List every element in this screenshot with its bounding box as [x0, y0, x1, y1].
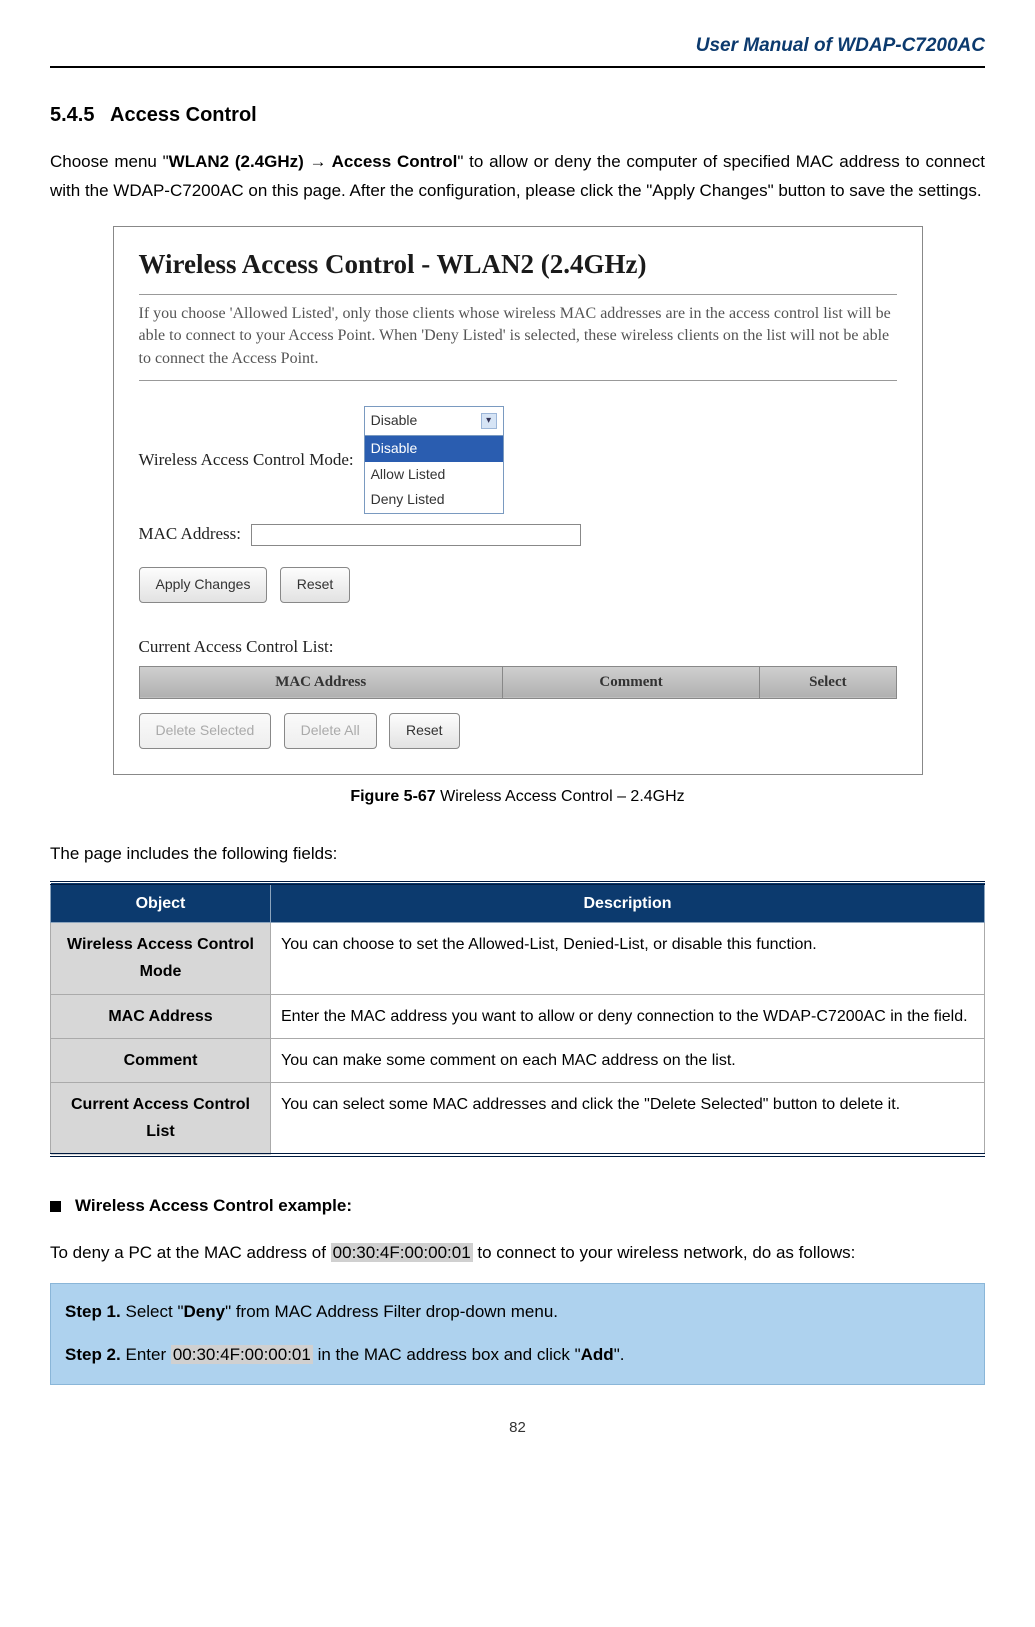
example-post: to connect to your wireless network, do … [473, 1243, 856, 1262]
select-current[interactable]: Disable ▾ [365, 407, 503, 436]
page-number: 82 [50, 1415, 985, 1441]
step1-bold: Deny [184, 1302, 226, 1321]
table-row: Current Access Control List You can sele… [51, 1083, 985, 1156]
table-row: Comment You can make some comment on eac… [51, 1038, 985, 1082]
page-header: User Manual of WDAP-C7200AC [50, 30, 985, 68]
acl-col-mac: MAC Address [139, 666, 502, 699]
example-line: To deny a PC at the MAC address of 00:30… [50, 1239, 985, 1268]
step1-pre: Select " [125, 1302, 183, 1321]
chevron-down-icon[interactable]: ▾ [481, 413, 497, 429]
step2-label: Step 2. [65, 1345, 121, 1364]
mode-select[interactable]: Disable ▾ Disable Allow Listed Deny List… [364, 406, 504, 514]
step-2: Step 2. Enter 00:30:4F:00:00:01 in the M… [65, 1341, 970, 1370]
obj-cell: Current Access Control List [51, 1083, 271, 1156]
obj-cell: Wireless Access Control Mode [51, 923, 271, 994]
step2-post: ". [614, 1345, 625, 1364]
screenshot-panel: Wireless Access Control - WLAN2 (2.4GHz)… [113, 226, 923, 775]
table-row: MAC Address Enter the MAC address you wa… [51, 994, 985, 1038]
example-mac: 00:30:4F:00:00:01 [331, 1243, 473, 1262]
desc-cell: You can select some MAC addresses and cl… [271, 1083, 985, 1156]
reset-button-2[interactable]: Reset [389, 713, 460, 749]
mac-input[interactable] [251, 524, 581, 546]
select-current-text: Disable [371, 409, 418, 433]
acl-col-select: Select [760, 666, 896, 699]
intro-bold2: Access Control [332, 152, 458, 171]
step-1: Step 1. Select "Deny" from MAC Address F… [65, 1298, 970, 1327]
table-row: Wireless Access Control Mode You can cho… [51, 923, 985, 994]
apply-changes-button[interactable]: Apply Changes [139, 567, 268, 603]
button-row-2: Delete Selected Delete All Reset [139, 713, 897, 749]
acl-col-comment: Comment [502, 666, 759, 699]
arrow-icon: → [304, 152, 332, 171]
example-heading: Wireless Access Control example: [50, 1192, 985, 1221]
mode-row: Wireless Access Control Mode: Disable ▾ … [139, 406, 897, 514]
fields-intro: The page includes the following fields: [50, 840, 985, 869]
screenshot-description: If you choose 'Allowed Listed', only tho… [139, 303, 897, 381]
step1-post: " from MAC Address Filter drop-down menu… [225, 1302, 558, 1321]
steps-box: Step 1. Select "Deny" from MAC Address F… [50, 1283, 985, 1385]
button-row-1: Apply Changes Reset [139, 567, 897, 603]
acl-list-label: Current Access Control List: [139, 633, 897, 662]
desc-cell: You can make some comment on each MAC ad… [271, 1038, 985, 1082]
figure-caption: Figure 5-67 Wireless Access Control – 2.… [50, 783, 985, 810]
mode-label: Wireless Access Control Mode: [139, 446, 354, 475]
figure-label: Figure 5-67 [350, 788, 435, 805]
obj-cell: MAC Address [51, 994, 271, 1038]
obj-header-object: Object [51, 883, 271, 923]
obj-cell: Comment [51, 1038, 271, 1082]
step2-bold: Add [581, 1345, 614, 1364]
delete-all-button[interactable]: Delete All [284, 713, 377, 749]
square-bullet-icon [50, 1201, 61, 1212]
select-option-allow[interactable]: Allow Listed [365, 462, 503, 488]
step2-pre: Enter [125, 1345, 170, 1364]
acl-table: MAC Address Comment Select [139, 666, 897, 700]
delete-selected-button[interactable]: Delete Selected [139, 713, 272, 749]
example-pre: To deny a PC at the MAC address of [50, 1243, 331, 1262]
select-option-disable[interactable]: Disable [365, 436, 503, 462]
step2-mid: in the MAC address box and click " [313, 1345, 581, 1364]
intro-bold1: WLAN2 (2.4GHz) [169, 152, 304, 171]
section-number: 5.4.5 [50, 104, 94, 126]
object-table: Object Description Wireless Access Contr… [50, 881, 985, 1157]
section-title: Access Control [110, 104, 257, 126]
obj-header-description: Description [271, 883, 985, 923]
desc-cell: You can choose to set the Allowed-List, … [271, 923, 985, 994]
desc-cell: Enter the MAC address you want to allow … [271, 994, 985, 1038]
reset-button[interactable]: Reset [280, 567, 351, 603]
screenshot-title: Wireless Access Control - WLAN2 (2.4GHz) [139, 242, 897, 295]
figure-text: Wireless Access Control – 2.4GHz [436, 788, 685, 805]
mac-label: MAC Address: [139, 520, 241, 549]
intro-pre: Choose menu " [50, 152, 169, 171]
step1-label: Step 1. [65, 1302, 121, 1321]
example-heading-text: Wireless Access Control example: [75, 1196, 352, 1215]
section-heading: 5.4.5 Access Control [50, 98, 985, 133]
select-option-deny[interactable]: Deny Listed [365, 487, 503, 513]
intro-paragraph: Choose menu "WLAN2 (2.4GHz) → Access Con… [50, 148, 985, 206]
step2-mac: 00:30:4F:00:00:01 [171, 1345, 313, 1364]
mac-row: MAC Address: [139, 520, 897, 549]
